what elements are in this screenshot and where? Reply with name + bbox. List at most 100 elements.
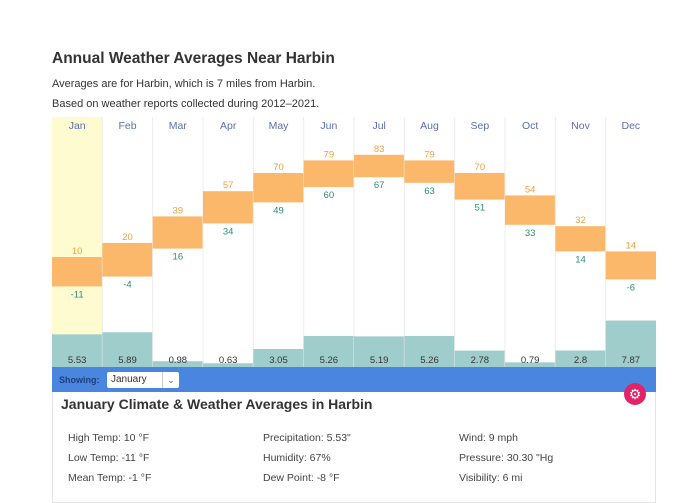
- month-label: May: [269, 120, 290, 132]
- month-label: Sep: [470, 120, 489, 132]
- temp-range-bar: [505, 195, 556, 225]
- chevron-down-icon: ⌄: [162, 372, 179, 388]
- precip-bar: [505, 362, 556, 367]
- month-label: Apr: [220, 120, 237, 132]
- temp-range-bar: [303, 160, 354, 187]
- month-column-may[interactable]: [253, 117, 304, 367]
- precip-bar: [203, 363, 254, 367]
- stat-low-temp: Low Temp: -11 °F: [68, 452, 150, 464]
- high-temp-label: 83: [374, 144, 385, 155]
- month-column-sep[interactable]: [454, 117, 505, 367]
- stat-mean-temp: Mean Temp: -1 °F: [68, 472, 152, 484]
- precip-label: 0.63: [219, 355, 238, 366]
- temp-range-bar: [253, 173, 304, 203]
- weather-chart: Jan 10 -11 5.53 Feb 20 -4 5.89 Mar 39 16 0.98 Apr 57 3…: [52, 117, 656, 367]
- high-temp-label: 57: [223, 180, 234, 191]
- month-label: Oct: [522, 120, 538, 132]
- low-temp-label: 60: [324, 190, 335, 201]
- precip-bar: [354, 336, 405, 367]
- low-temp-label: 63: [424, 186, 435, 197]
- month-label: Mar: [169, 120, 188, 132]
- temp-range-bar: [102, 243, 153, 277]
- low-temp-label: 67: [374, 180, 385, 191]
- precip-label: 3.05: [269, 355, 288, 366]
- low-temp-label: -11: [71, 289, 84, 300]
- month-label: Nov: [571, 120, 590, 132]
- month-label: Feb: [118, 120, 136, 132]
- low-temp-label: 49: [273, 205, 284, 216]
- precip-label: 2.78: [471, 355, 490, 366]
- low-temp-label: -4: [123, 280, 131, 291]
- temp-range-bar: [354, 154, 405, 178]
- precip-label: 5.53: [68, 355, 87, 366]
- precip-bar: [52, 334, 103, 367]
- precip-label: 5.19: [370, 355, 389, 366]
- precip-label: 5.26: [320, 355, 339, 366]
- low-temp-label: 51: [475, 203, 486, 214]
- month-column-jun[interactable]: [303, 117, 354, 367]
- low-temp-label: -6: [627, 282, 635, 293]
- high-temp-label: 70: [475, 162, 486, 173]
- subtitle-location: Averages are for Harbin, which is 7 mile…: [52, 78, 316, 90]
- month-label: Jul: [372, 120, 385, 132]
- temp-range-bar: [404, 160, 455, 183]
- month-label: Dec: [621, 120, 640, 132]
- precip-label: 5.89: [118, 355, 137, 366]
- month-column-oct[interactable]: [505, 117, 556, 367]
- precip-bar: [454, 350, 505, 367]
- high-temp-label: 14: [626, 240, 637, 251]
- precip-label: 2.8: [574, 355, 587, 366]
- precip-bar: [102, 332, 153, 367]
- high-temp-label: 39: [173, 205, 184, 216]
- temp-range-bar: [555, 226, 606, 252]
- precip-bar: [303, 335, 354, 367]
- settings-gear-icon[interactable]: ⚙: [624, 383, 646, 405]
- low-temp-label: 34: [223, 226, 234, 237]
- subtitle-period: Based on weather reports collected durin…: [52, 98, 320, 110]
- temp-range-bar: [454, 173, 505, 200]
- precip-label: 7.87: [622, 355, 641, 366]
- high-temp-label: 20: [122, 232, 133, 243]
- stat-high-temp: High Temp: 10 °F: [68, 432, 150, 444]
- month-control-bar: Showing: January ⌄: [52, 367, 656, 392]
- precip-bar: [605, 320, 656, 367]
- low-temp-label: 14: [575, 254, 586, 265]
- month-column-feb[interactable]: [102, 117, 153, 367]
- showing-label: Showing:: [59, 375, 100, 385]
- month-select[interactable]: January ⌄: [107, 372, 179, 388]
- stat-precipitation: Precipitation: 5.53": [263, 432, 351, 444]
- temp-range-bar: [152, 216, 203, 249]
- stat-visibility: Visibility: 6 mi: [459, 472, 523, 484]
- temp-range-bar: [203, 191, 254, 224]
- precip-bar: [253, 349, 304, 367]
- high-temp-label: 32: [575, 215, 586, 226]
- precip-bar: [404, 335, 455, 367]
- detail-panel: January Climate & Weather Averages in Ha…: [52, 392, 656, 503]
- month-label: Aug: [420, 120, 439, 132]
- month-column-apr[interactable]: [203, 117, 254, 367]
- high-temp-label: 70: [273, 162, 284, 173]
- month-column-jan[interactable]: [52, 117, 103, 367]
- stat-wind: Wind: 9 mph: [459, 432, 518, 444]
- high-temp-label: 79: [324, 149, 335, 160]
- high-temp-label: 54: [525, 184, 536, 195]
- stat-dew-point: Dew Point: -8 °F: [263, 472, 340, 484]
- precip-label: 0.79: [521, 355, 540, 366]
- high-temp-label: 79: [424, 149, 435, 160]
- precip-label: 5.26: [420, 355, 439, 366]
- high-temp-label: 10: [72, 246, 83, 257]
- month-column-aug[interactable]: [404, 117, 455, 367]
- temp-range-bar: [52, 257, 103, 287]
- temp-range-bar: [605, 251, 656, 280]
- precip-bar: [555, 350, 606, 367]
- page-title: Annual Weather Averages Near Harbin: [52, 50, 335, 67]
- detail-title: January Climate & Weather Averages in Ha…: [61, 396, 373, 412]
- precip-label: 0.98: [169, 355, 188, 366]
- low-temp-label: 16: [173, 252, 184, 263]
- stat-humidity: Humidity: 67%: [263, 452, 331, 464]
- stat-pressure: Pressure: 30.30 "Hg: [459, 452, 554, 464]
- month-label: Jun: [320, 120, 337, 132]
- month-select-value: January: [111, 374, 147, 385]
- low-temp-label: 33: [525, 228, 536, 239]
- precip-bar: [152, 361, 203, 367]
